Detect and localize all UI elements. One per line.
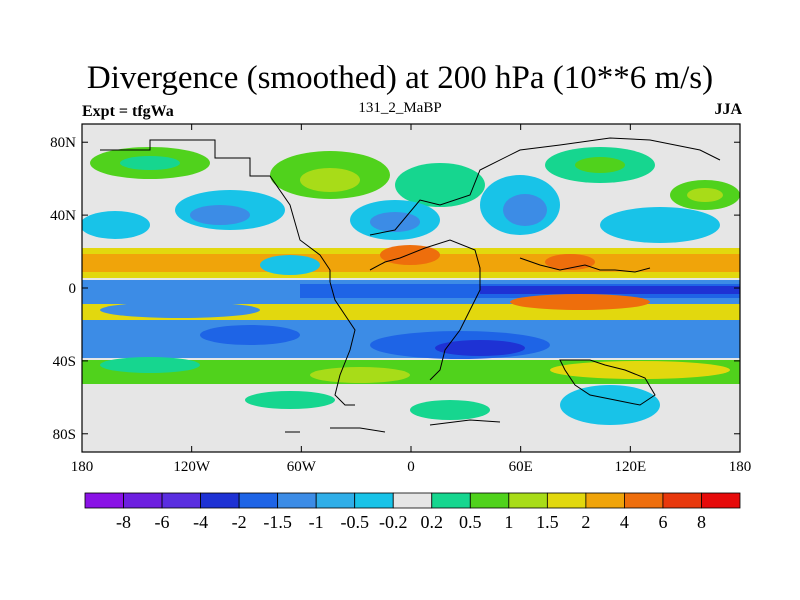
field-patch xyxy=(395,163,485,207)
colorbar-swatch xyxy=(238,492,279,509)
colorbar-swatch xyxy=(354,492,394,509)
x-tick-label: 180 xyxy=(71,459,94,475)
field-patch xyxy=(310,367,410,383)
field-patch xyxy=(82,211,150,239)
colorbar-label: -6 xyxy=(155,512,170,532)
coastline-asia-south xyxy=(519,257,651,273)
colorbar-swatch xyxy=(624,492,664,509)
chart-title: Divergence (smoothed) at 200 hPa (10**6 … xyxy=(86,60,714,96)
x-tick-label: 60W xyxy=(287,459,317,475)
field-patch xyxy=(245,391,335,409)
field-patch xyxy=(370,212,420,232)
colorbar-label: 1.5 xyxy=(536,512,559,532)
y-tick-label: 80S xyxy=(53,427,76,443)
colorbar-swatch xyxy=(200,492,240,509)
field-patch xyxy=(410,400,490,420)
field-patch xyxy=(600,207,720,243)
y-tick-label: 80N xyxy=(50,135,76,151)
colorbar-label: -1 xyxy=(309,512,324,532)
field-patch xyxy=(260,255,320,275)
coastline-australia xyxy=(559,359,656,406)
colorbar-label: -2 xyxy=(232,512,247,532)
season-label: JJA xyxy=(714,101,742,118)
experiment-label: Expt = tfgWa xyxy=(82,103,174,120)
y-tick-label: 0 xyxy=(69,281,77,297)
colorbar-label: -1.5 xyxy=(263,512,292,532)
colorbar-label: -8 xyxy=(116,512,131,532)
colorbar-swatch xyxy=(508,492,548,509)
field-band xyxy=(480,286,740,294)
y-tick-label: 40N xyxy=(50,208,76,224)
colorbar-swatch xyxy=(84,492,124,509)
divergence-field xyxy=(82,124,740,452)
field-patch xyxy=(200,325,300,345)
colorbar-label: -0.2 xyxy=(379,512,408,532)
coastline-eurasia xyxy=(369,137,721,236)
x-tick-label: 0 xyxy=(407,459,415,475)
colorbar-swatch xyxy=(277,492,317,509)
coastline-africa xyxy=(369,239,481,381)
field-patch xyxy=(380,245,440,265)
field-patch xyxy=(510,294,650,310)
colorbar-label: 0.2 xyxy=(421,512,444,532)
colorbar-swatch xyxy=(392,492,433,509)
y-tick-label: 40S xyxy=(53,354,76,370)
x-tick-label: 120W xyxy=(173,459,211,475)
colorbar-swatch xyxy=(469,492,510,509)
axes: 180 120W 60W 0 60E 120E 180 80N 40N 0 40S 80S xyxy=(50,124,751,475)
run-label: 131_2_MaBP xyxy=(358,100,442,116)
colorbar-swatch xyxy=(123,492,163,509)
colorbar-swatch xyxy=(585,492,625,509)
coastline-south-america xyxy=(329,281,356,406)
colorbar-label: 1 xyxy=(504,512,513,532)
colorbar-swatch xyxy=(315,492,356,509)
coastline-antarctica xyxy=(285,419,501,433)
colorbar-swatch xyxy=(431,492,471,509)
field-patch xyxy=(560,385,660,425)
field-patch xyxy=(550,361,730,379)
colorbar-label: -0.5 xyxy=(340,512,369,532)
colorbar-label: 4 xyxy=(620,512,629,532)
field-patch xyxy=(120,156,180,170)
colorbar-label: 2 xyxy=(581,512,590,532)
x-tick-label: 60E xyxy=(509,459,533,475)
field-patch xyxy=(575,157,625,173)
field-patch xyxy=(100,357,200,373)
field-patch xyxy=(100,302,260,318)
colorbar: -8 -6 -4 -2 -1.5 -1 -0.5 -0.2 0.2 0.5 1 1.5 2 4 6 8 xyxy=(84,492,741,532)
colorbar-swatch xyxy=(546,492,587,509)
field-patch xyxy=(300,168,360,192)
coastlines xyxy=(100,137,721,433)
colorbar-label: 6 xyxy=(658,512,667,532)
colorbar-label: 8 xyxy=(697,512,706,532)
colorbar-swatch xyxy=(662,492,702,509)
field-patch xyxy=(503,194,547,226)
field-patch xyxy=(435,340,525,356)
x-tick-label: 180 xyxy=(729,459,752,475)
coastline-americas-north xyxy=(100,139,331,282)
x-tick-label: 120E xyxy=(614,459,646,475)
field-patch xyxy=(687,188,723,202)
colorbar-label: 0.5 xyxy=(459,512,482,532)
colorbar-label: -4 xyxy=(193,512,208,532)
colorbar-swatch xyxy=(701,492,741,509)
colorbar-swatch xyxy=(161,492,201,509)
field-patch xyxy=(190,205,250,225)
